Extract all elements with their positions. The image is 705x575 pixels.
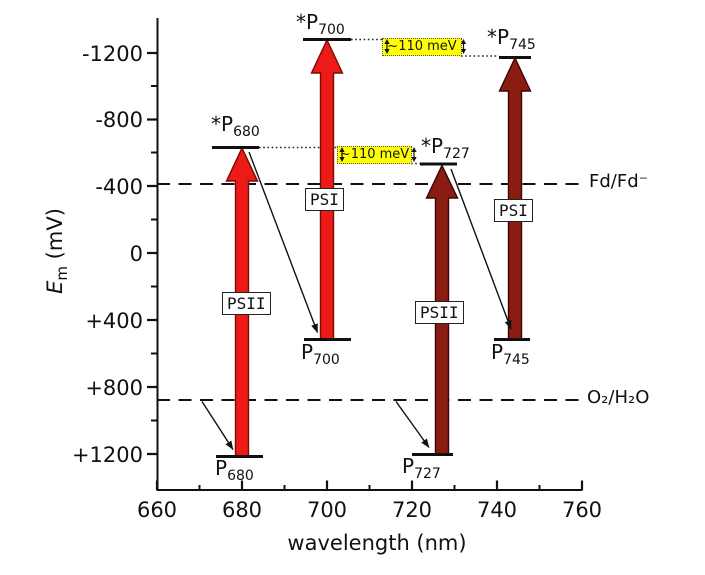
x-axis-title: wavelength (nm) bbox=[287, 531, 467, 555]
psi-badge-p700: PSI bbox=[305, 188, 344, 211]
y-tick-minus800: -800 bbox=[95, 108, 143, 132]
y-tick-plus400: +400 bbox=[85, 309, 143, 333]
ground-p700-prefix: P bbox=[301, 340, 314, 364]
psi-badge-p745: PSI bbox=[494, 199, 533, 222]
excited-p727-label: *P727 bbox=[421, 134, 470, 162]
y-tick-plus1200: +1200 bbox=[71, 443, 143, 467]
y-axis-title-units: (mV) bbox=[43, 208, 67, 266]
ground-p680-label: P680 bbox=[215, 456, 254, 484]
y-tick-plus800: +800 bbox=[85, 376, 143, 400]
ground-p700-label: P700 bbox=[301, 340, 340, 368]
excited-p745-sub: 745 bbox=[509, 37, 536, 53]
x-tick-760: 760 bbox=[561, 498, 603, 522]
fd-redox-label: Fd/Fd⁻ bbox=[589, 171, 649, 192]
gap-annotation-mid: ~110 meV bbox=[337, 146, 412, 164]
ground-p680-prefix: P bbox=[215, 456, 228, 480]
ground-p727-sub: 727 bbox=[414, 466, 441, 482]
psii-badge-p727: PSII bbox=[415, 301, 464, 324]
psii-badge-p680: PSII bbox=[222, 292, 271, 315]
y-axis-title-symbol: E bbox=[43, 280, 67, 294]
x-tick-700: 700 bbox=[306, 498, 348, 522]
gap-annotation-top: ~110 meV bbox=[382, 38, 462, 56]
excited-p727-prefix: *P bbox=[421, 134, 444, 158]
excited-p680-sub: 680 bbox=[233, 124, 260, 140]
excited-p680-label: *P680 bbox=[211, 112, 260, 140]
excited-p745-label: *P745 bbox=[487, 25, 536, 53]
axes-lines bbox=[156, 18, 583, 491]
excited-p680-prefix: *P bbox=[211, 112, 234, 136]
x-major-ticks bbox=[155, 480, 584, 490]
energy-level-lines bbox=[212, 38, 531, 458]
excited-p700-sub: 700 bbox=[318, 22, 345, 38]
ground-p727-prefix: P bbox=[402, 454, 415, 478]
ground-p745-label: P745 bbox=[491, 340, 530, 368]
ground-p745-prefix: P bbox=[491, 340, 504, 364]
y-tick-zero: 0 bbox=[129, 242, 143, 266]
y-major-ticks bbox=[147, 51, 158, 456]
electron-donation-arrow-water-to-p727 bbox=[395, 401, 430, 448]
electron-donation-arrow-water-to-p680 bbox=[201, 401, 234, 450]
x-tick-680: 680 bbox=[221, 498, 263, 522]
y-axis-title: Em (mV) bbox=[43, 186, 72, 316]
excited-p700-label: *P700 bbox=[296, 10, 345, 38]
x-tick-720: 720 bbox=[391, 498, 433, 522]
y-minor-ticks bbox=[151, 85, 158, 422]
ground-p700-sub: 700 bbox=[313, 352, 340, 368]
gap-double-arrow-mid-right bbox=[411, 147, 417, 162]
excited-p745-prefix: *P bbox=[487, 25, 510, 49]
x-minor-ticks bbox=[198, 485, 541, 490]
excited-p727-sub: 727 bbox=[443, 146, 470, 162]
y-tick-minus400: -400 bbox=[95, 175, 143, 199]
excited-p700-prefix: *P bbox=[296, 10, 319, 34]
ground-p727-label: P727 bbox=[402, 454, 441, 482]
ground-p745-sub: 745 bbox=[503, 352, 530, 368]
x-tick-740: 740 bbox=[476, 498, 518, 522]
y-tick-minus1200: -1200 bbox=[81, 42, 143, 66]
water-redox-label: O₂/H₂O bbox=[587, 387, 650, 408]
y-axis-title-subscript: m bbox=[53, 266, 72, 281]
ground-p680-sub: 680 bbox=[227, 468, 254, 484]
x-tick-660: 660 bbox=[136, 498, 178, 522]
